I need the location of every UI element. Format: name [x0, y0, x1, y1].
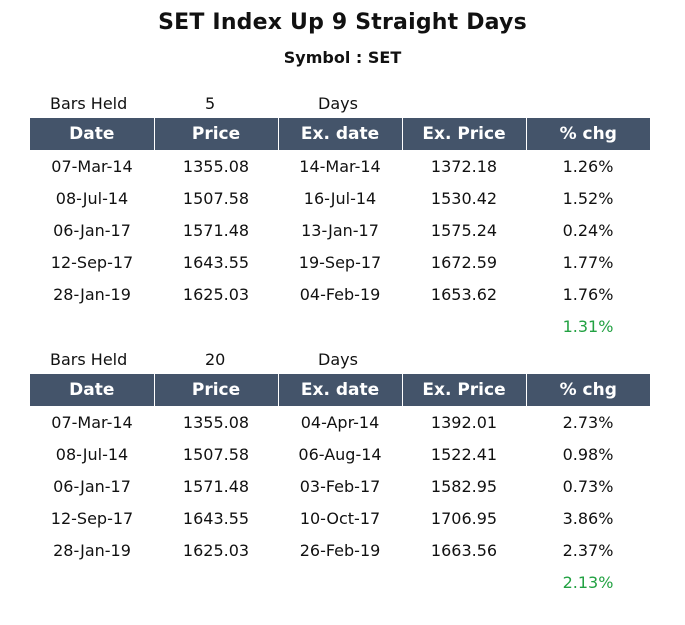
bars-held-unit: Days — [318, 350, 358, 369]
trades-table: Date Price Ex. date Ex. Price % chg 07-M… — [30, 118, 650, 342]
section-bars-held-5: Bars Held 5 Days Date Price Ex. date Ex.… — [30, 90, 650, 342]
cell-date: 06-Jan-17 — [53, 220, 131, 240]
table-row: 07-Mar-14 1355.08 14-Mar-14 1372.18 1.26… — [30, 150, 650, 182]
section-bars-held-20: Bars Held 20 Days Date Price Ex. date Ex… — [30, 346, 650, 598]
cell-date: 12-Sep-17 — [50, 252, 134, 272]
table-row: 28-Jan-19 1625.03 26-Feb-19 1663.56 2.37… — [30, 534, 650, 566]
cell-date: 08-Jul-14 — [55, 188, 129, 208]
cell-ex-price: 1672.59 — [430, 252, 498, 272]
bars-held-label: Bars Held — [50, 94, 128, 113]
header-date: Date — [30, 374, 154, 406]
header-price: Price — [153, 374, 278, 406]
cell-ex-date: 04-Feb-19 — [299, 284, 381, 304]
cell-date: 06-Jan-17 — [53, 476, 131, 496]
cell-pct-chg: 1.76% — [562, 284, 614, 304]
cell-ex-price: 1522.41 — [430, 444, 498, 464]
table-row: 08-Jul-14 1507.58 06-Aug-14 1522.41 0.98… — [30, 438, 650, 470]
header-pct-chg: % chg — [525, 374, 650, 406]
header-date: Date — [30, 118, 154, 150]
cell-ex-date: 14-Mar-14 — [299, 156, 381, 176]
cell-ex-date: 19-Sep-17 — [298, 252, 382, 272]
cell-date: 08-Jul-14 — [55, 444, 129, 464]
trades-table: Date Price Ex. date Ex. Price % chg 07-M… — [30, 374, 650, 598]
table-row: 12-Sep-17 1643.55 19-Sep-17 1672.59 1.77… — [30, 246, 650, 278]
cell-pct-chg: 1.77% — [562, 252, 614, 272]
average-pct-chg: 1.31% — [562, 316, 614, 336]
symbol-subtitle: Symbol : SET — [283, 48, 402, 67]
cell-date: 07-Mar-14 — [51, 412, 133, 432]
cell-price: 1643.55 — [182, 508, 250, 528]
cell-ex-price: 1530.42 — [430, 188, 498, 208]
cell-pct-chg: 2.73% — [562, 412, 614, 432]
cell-price: 1625.03 — [182, 284, 250, 304]
bars-held-row: Bars Held 20 Days — [30, 346, 650, 374]
table-header-row: Date Price Ex. date Ex. Price % chg — [30, 118, 650, 150]
cell-ex-price: 1663.56 — [430, 540, 498, 560]
cell-ex-date: 06-Aug-14 — [298, 444, 382, 464]
cell-ex-date: 04-Apr-14 — [300, 412, 380, 432]
average-row: 2.13% — [30, 566, 650, 598]
cell-date: 12-Sep-17 — [50, 508, 134, 528]
bars-held-row: Bars Held 5 Days — [30, 90, 650, 118]
table-row: 08-Jul-14 1507.58 16-Jul-14 1530.42 1.52… — [30, 182, 650, 214]
table-row: 12-Sep-17 1643.55 10-Oct-17 1706.95 3.86… — [30, 502, 650, 534]
cell-price: 1571.48 — [182, 476, 250, 496]
cell-ex-date: 13-Jan-17 — [301, 220, 379, 240]
table-row: 06-Jan-17 1571.48 03-Feb-17 1582.95 0.73… — [30, 470, 650, 502]
header-ex-date: Ex. date — [277, 118, 402, 150]
cell-pct-chg: 2.37% — [562, 540, 614, 560]
cell-price: 1355.08 — [182, 156, 250, 176]
cell-price: 1507.58 — [182, 444, 250, 464]
cell-ex-date: 03-Feb-17 — [299, 476, 381, 496]
cell-pct-chg: 1.52% — [562, 188, 614, 208]
cell-date: 07-Mar-14 — [51, 156, 133, 176]
table-row: 28-Jan-19 1625.03 04-Feb-19 1653.62 1.76… — [30, 278, 650, 310]
cell-pct-chg: 0.24% — [562, 220, 614, 240]
page-title: SET Index Up 9 Straight Days — [158, 10, 527, 35]
cell-date: 28-Jan-19 — [53, 284, 131, 304]
cell-price: 1571.48 — [182, 220, 250, 240]
cell-ex-price: 1706.95 — [430, 508, 498, 528]
cell-price: 1643.55 — [182, 252, 250, 272]
cell-date: 28-Jan-19 — [53, 540, 131, 560]
bars-held-value: 5 — [205, 94, 216, 113]
header-ex-price: Ex. Price — [401, 374, 526, 406]
cell-ex-date: 10-Oct-17 — [299, 508, 381, 528]
table-row: 06-Jan-17 1571.48 13-Jan-17 1575.24 0.24… — [30, 214, 650, 246]
bars-held-label: Bars Held — [50, 350, 128, 369]
cell-pct-chg: 3.86% — [562, 508, 614, 528]
cell-price: 1355.08 — [182, 412, 250, 432]
header-ex-date: Ex. date — [277, 374, 402, 406]
cell-pct-chg: 1.26% — [562, 156, 614, 176]
cell-ex-price: 1582.95 — [430, 476, 498, 496]
average-pct-chg: 2.13% — [562, 572, 614, 592]
cell-price: 1507.58 — [182, 188, 250, 208]
cell-price: 1625.03 — [182, 540, 250, 560]
header-price: Price — [153, 118, 278, 150]
bars-held-unit: Days — [318, 94, 358, 113]
table-row: 07-Mar-14 1355.08 04-Apr-14 1392.01 2.73… — [30, 406, 650, 438]
cell-pct-chg: 0.73% — [562, 476, 614, 496]
header-pct-chg: % chg — [525, 118, 650, 150]
cell-ex-price: 1372.18 — [430, 156, 498, 176]
cell-pct-chg: 0.98% — [562, 444, 614, 464]
cell-ex-date: 26-Feb-19 — [299, 540, 381, 560]
cell-ex-price: 1653.62 — [430, 284, 498, 304]
cell-ex-price: 1575.24 — [430, 220, 498, 240]
header-ex-price: Ex. Price — [401, 118, 526, 150]
cell-ex-price: 1392.01 — [430, 412, 498, 432]
bars-held-value: 20 — [205, 350, 226, 369]
cell-ex-date: 16-Jul-14 — [303, 188, 377, 208]
table-header-row: Date Price Ex. date Ex. Price % chg — [30, 374, 650, 406]
average-row: 1.31% — [30, 310, 650, 342]
